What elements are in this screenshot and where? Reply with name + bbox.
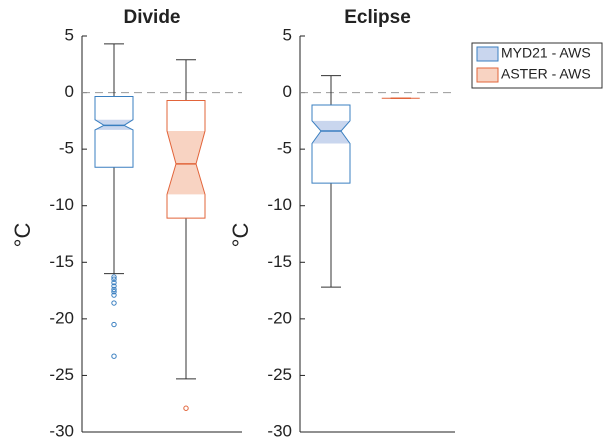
y-tick-label: -15 — [49, 252, 74, 271]
y-tick-label: -10 — [49, 195, 74, 214]
y-tick-label: -25 — [49, 365, 74, 384]
y-tick-label: 0 — [65, 82, 74, 101]
y-tick-label: -20 — [49, 308, 74, 327]
outlier — [111, 286, 117, 293]
outlier — [111, 289, 117, 295]
y-tick-label: -25 — [267, 365, 292, 384]
legend-patch — [476, 46, 499, 62]
panel-title: Eclipse — [344, 7, 411, 28]
y-tick-label: 0 — [283, 82, 292, 101]
y-tick-label: 5 — [283, 25, 292, 44]
outlier — [111, 300, 117, 306]
legend-label: MYD21 - AWS — [501, 45, 591, 61]
outlier — [183, 405, 189, 411]
notch-fill — [312, 120, 350, 144]
y-axis-label: °C — [228, 223, 253, 248]
y-tick-label: -10 — [267, 195, 292, 214]
outlier — [111, 276, 117, 282]
box — [311, 104, 351, 184]
legend-patch — [476, 67, 499, 83]
y-axis-label: °C — [10, 223, 35, 248]
box — [166, 99, 206, 219]
y-tick-label: -30 — [267, 421, 292, 440]
notch-fill — [167, 131, 205, 195]
y-tick-label: 5 — [65, 25, 74, 44]
y-tick-label: -5 — [277, 139, 292, 158]
y-tick-label: -5 — [59, 139, 74, 158]
y-tick-label: -20 — [267, 308, 292, 327]
outlier — [111, 353, 117, 359]
outlier — [111, 283, 117, 289]
legend-label: ASTER - AWS — [501, 66, 591, 82]
y-tick-label: -15 — [267, 252, 292, 271]
box — [94, 96, 134, 168]
panel-title: Divide — [123, 7, 180, 28]
y-tick-label: -30 — [49, 421, 74, 440]
outlier — [111, 321, 117, 328]
outlier — [111, 279, 117, 286]
outlier — [111, 274, 117, 280]
outlier — [111, 292, 117, 298]
